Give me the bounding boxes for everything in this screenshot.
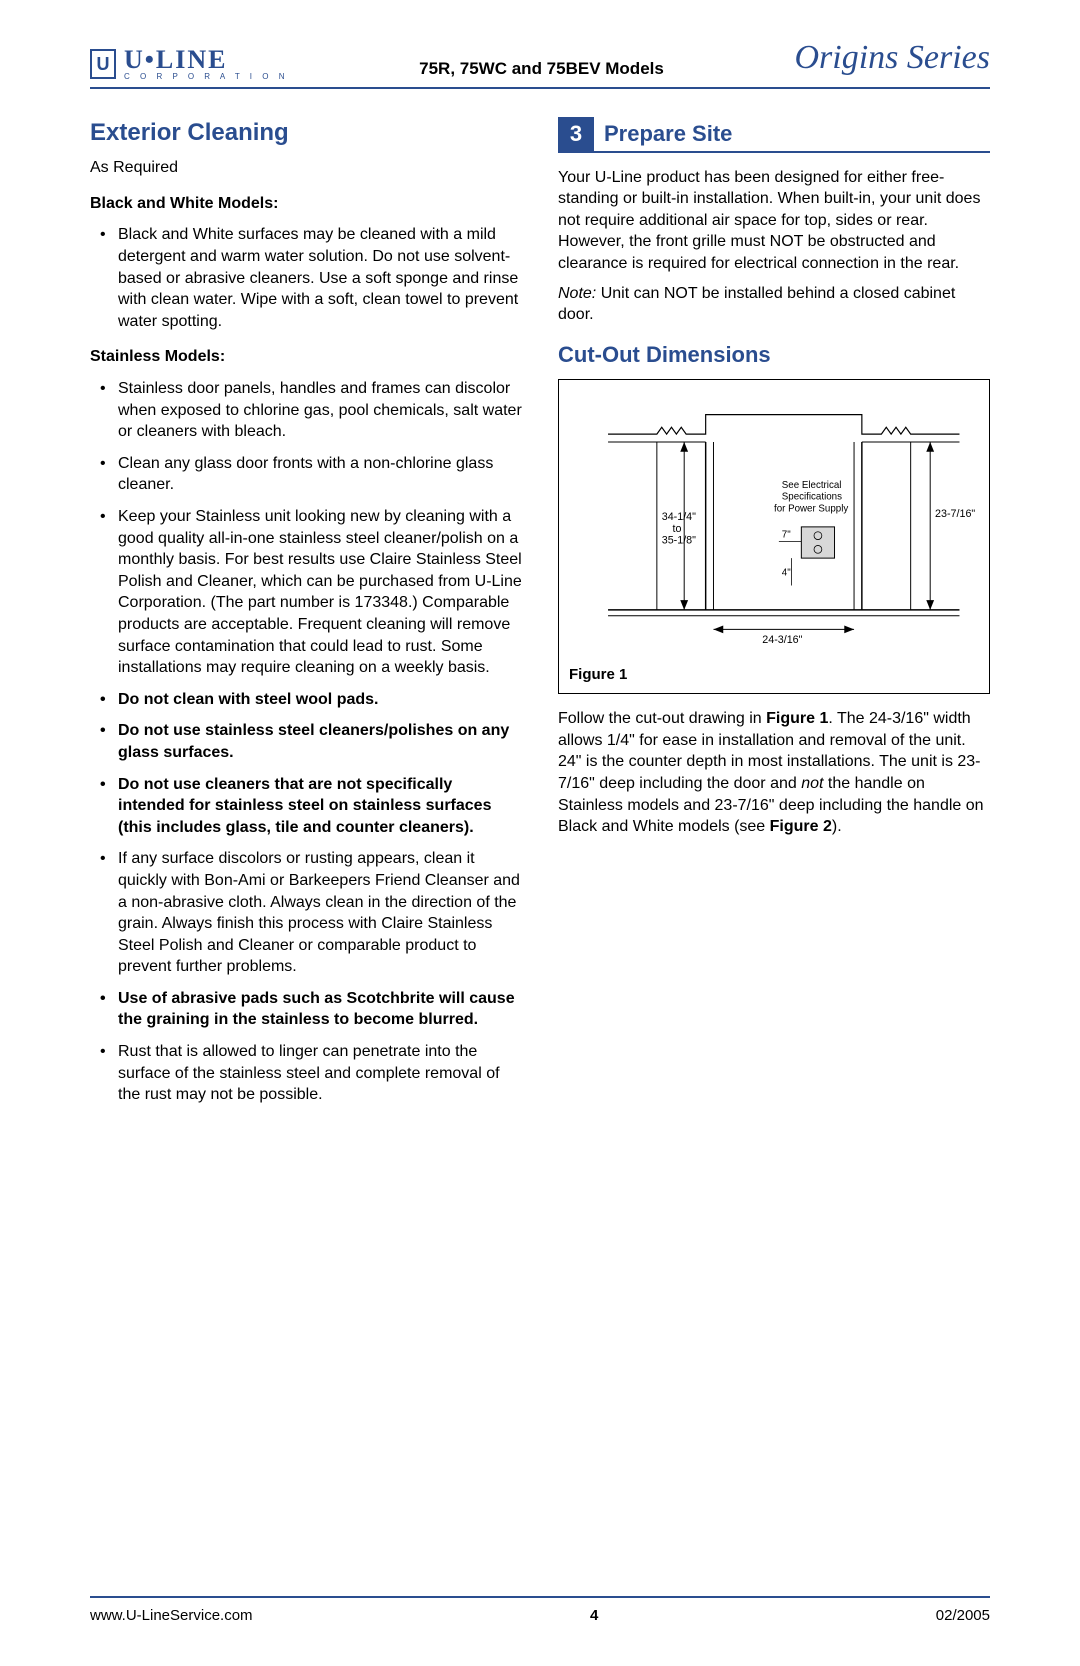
logo-icon: U: [90, 49, 116, 79]
ss-item-3: Keep your Stainless unit looking new by …: [118, 506, 522, 679]
dim-outlet-h: 4": [782, 568, 791, 579]
note-label: Note:: [558, 285, 596, 302]
ss-item-5: Do not use stainless steel cleaners/poli…: [118, 720, 522, 763]
corp-name: C O R P O R A T I O N: [124, 73, 288, 81]
step-header: 3 Prepare Site: [558, 117, 990, 153]
p2f: Figure 2: [770, 818, 832, 835]
dim-height-1: 34-1/4": [662, 511, 696, 523]
ss-item-7: If any surface discolors or rusting appe…: [118, 848, 522, 978]
page-footer: www.U-LineService.com 4 02/2005: [90, 1596, 990, 1626]
cutout-title: Cut-Out Dimensions: [558, 340, 990, 370]
ss-item-2: Clean any glass door fronts with a non-c…: [118, 453, 522, 496]
logo: U U•LINE C O R P O R A T I O N: [90, 47, 288, 81]
prepare-site-p1: Your U-Line product has been designed fo…: [558, 167, 990, 275]
ss-item-9: Rust that is allowed to linger can penet…: [118, 1041, 522, 1106]
right-column: 3 Prepare Site Your U-Line product has b…: [558, 117, 990, 1116]
p2b: Figure 1: [766, 710, 828, 727]
series-title: Origins Series: [795, 35, 991, 81]
figure-1-box: 34-1/4" to 35-1/8" 23-7/16" 24-3/16": [558, 379, 990, 694]
dim-height-2: 35-1/8": [662, 535, 696, 547]
p2d: not: [801, 775, 823, 792]
footer-url: www.U-LineService.com: [90, 1606, 253, 1626]
dim-height-to: to: [672, 523, 681, 535]
dim-depth: 23-7/16": [935, 509, 975, 521]
bw-item: Black and White surfaces may be cleaned …: [118, 224, 522, 332]
p2a: Follow the cut-out drawing in: [558, 710, 766, 727]
elec-line3: for Power Supply: [774, 504, 848, 515]
elec-line1: See Electrical: [782, 480, 842, 491]
prepare-site-note: Note: Unit can NOT be installed behind a…: [558, 283, 990, 326]
page-header: U U•LINE C O R P O R A T I O N 75R, 75WC…: [90, 35, 990, 89]
elec-line2: Specifications: [782, 492, 842, 503]
p2g: ).: [832, 818, 842, 835]
note-text: Unit can NOT be installed behind a close…: [558, 285, 955, 324]
figure-1-label: Figure 1: [569, 665, 979, 685]
cutout-diagram: 34-1/4" to 35-1/8" 23-7/16" 24-3/16": [569, 392, 979, 652]
as-required: As Required: [90, 157, 522, 179]
brand-name: U•LINE: [124, 47, 288, 73]
ss-item-6: Do not use cleaners that are not specifi…: [118, 774, 522, 839]
dim-width: 24-3/16": [762, 634, 802, 646]
ss-item-8: Use of abrasive pads such as Scotchbrite…: [118, 988, 522, 1031]
ss-item-4: Do not clean with steel wool pads.: [118, 689, 522, 711]
footer-page: 4: [590, 1606, 598, 1626]
cutout-paragraph: Follow the cut-out drawing in Figure 1. …: [558, 708, 990, 838]
exterior-cleaning-title: Exterior Cleaning: [90, 117, 522, 149]
step-number: 3: [558, 117, 594, 151]
footer-date: 02/2005: [936, 1606, 990, 1626]
step-title: Prepare Site: [604, 117, 732, 151]
ss-item-1: Stainless door panels, handles and frame…: [118, 378, 522, 443]
model-list: 75R, 75WC and 75BEV Models: [419, 58, 664, 81]
dim-outlet-w: 7": [782, 530, 791, 541]
ss-models-head: Stainless Models:: [90, 346, 522, 368]
bw-models-head: Black and White Models:: [90, 193, 522, 215]
left-column: Exterior Cleaning As Required Black and …: [90, 117, 522, 1116]
